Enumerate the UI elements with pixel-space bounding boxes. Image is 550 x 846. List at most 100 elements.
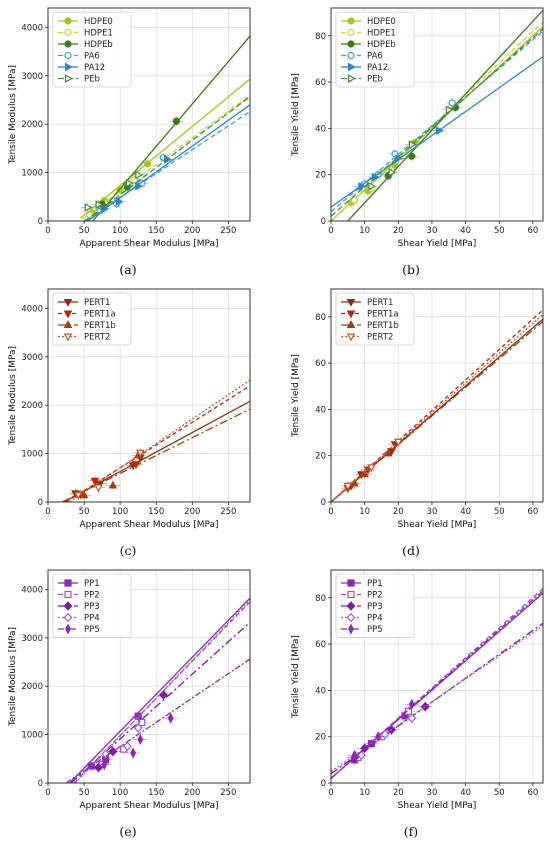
legend-label-PP1: PP1 — [367, 579, 383, 589]
chart-d: 0 10 20 30 40 50 60 0 20 40 60 80 Shear Yield [MPa] T… — [291, 288, 544, 530]
point-PP5-2 — [408, 698, 415, 710]
legend-label-PERT1: PERT1 — [367, 298, 393, 308]
chart-a: 0 50 100 150 200 250 0 1000 2000 3000 4000 Apparent… — [8, 7, 251, 249]
x-axis-label-e: Apparent Shear Modulus [MPa] — [79, 801, 218, 811]
legend-marker-PERT1a — [346, 310, 356, 319]
legend-marker-HDPE0 — [64, 17, 72, 25]
point-PA12-1 — [115, 197, 124, 206]
x-tick-label-0: 0 — [328, 226, 333, 236]
series-PP5 — [331, 590, 543, 779]
fit-line-HDPEb — [92, 35, 250, 221]
x-tick-label-40: 40 — [460, 226, 471, 236]
x-tick-label-0: 0 — [45, 507, 50, 517]
y-tick-label-4000: 4000 — [21, 304, 43, 314]
legend-label-PP3: PP3 — [367, 602, 383, 612]
point-PA12-0 — [358, 181, 367, 191]
legend-label-PP4: PP4 — [84, 614, 100, 624]
fit-line-PERT2 — [69, 379, 250, 502]
x-tick-label-10: 10 — [359, 226, 370, 236]
fit-line-HDPEb — [347, 9, 543, 221]
y-tick-label-40: 40 — [315, 124, 326, 134]
x-tick-label-20: 20 — [393, 507, 404, 517]
series-PA12 — [87, 104, 250, 221]
series-HDPE0 — [80, 78, 250, 219]
x-tick-label-150: 150 — [148, 507, 164, 517]
x-axis-label-d: Shear Yield [MPa] — [398, 520, 477, 530]
x-tick-label-250: 250 — [220, 226, 236, 236]
x-tick-label-10: 10 — [359, 788, 370, 798]
legend-marker-PA6 — [64, 51, 72, 60]
x-tick-label-60: 60 — [527, 788, 538, 798]
fit-line-PEb — [331, 28, 543, 217]
y-tick-label-2000: 2000 — [21, 682, 43, 692]
legend-box-a — [52, 11, 132, 88]
legend-marker-PP2 — [347, 590, 355, 599]
legend-label-PP2: PP2 — [84, 591, 100, 601]
point-PP3-0 — [94, 762, 103, 773]
fit-line-PERT1b — [331, 320, 543, 502]
fit-line-PERT1a — [65, 385, 250, 502]
legend-label-PP5: PP5 — [367, 625, 383, 635]
fit-line-PEb — [85, 96, 250, 221]
series-PP4 — [74, 599, 250, 783]
y-axis-label-e: Tensile Modulus [MPa] — [8, 627, 18, 727]
point-PEb-0 — [368, 181, 377, 191]
x-tick-label-250: 250 — [220, 788, 236, 798]
fit-line-PERT2 — [331, 313, 543, 502]
legend-box-d — [335, 292, 415, 346]
legend-label-PP4: PP4 — [367, 614, 383, 624]
legend-marker-PERT1a — [63, 310, 73, 319]
legend-marker-PP3 — [346, 601, 356, 611]
x-tick-label-30: 30 — [427, 507, 438, 517]
fit-line-PP5 — [65, 658, 250, 783]
legend-label-HDPEb: HDPEb — [367, 40, 396, 50]
legend-label-HDPE0: HDPE0 — [84, 17, 113, 27]
y-tick-label-0: 0 — [38, 779, 43, 789]
y-tick-label-40: 40 — [315, 405, 326, 415]
legend-marker-PEb — [64, 74, 73, 83]
legend-marker-PP1 — [64, 579, 72, 587]
y-tick-label-2000: 2000 — [21, 401, 43, 411]
point-PERT1b-2 — [383, 448, 393, 457]
point-PP5-2 — [137, 733, 144, 745]
panel-label-b: (b) — [402, 262, 420, 277]
legend-box-f — [335, 573, 415, 638]
legend-box-e — [52, 573, 132, 638]
y-tick-label-20: 20 — [315, 452, 326, 462]
point-PA12-2 — [135, 181, 144, 191]
y-tick-label-80: 80 — [315, 313, 326, 323]
x-tick-label-200: 200 — [184, 226, 200, 236]
x-axis-label-c: Apparent Shear Modulus [MPa] — [79, 520, 218, 530]
legend-marker-HDPE1 — [347, 28, 355, 37]
fit-line-PP4 — [331, 625, 543, 772]
point-HDPEb-1 — [408, 152, 416, 160]
panel-label-e: (e) — [119, 824, 137, 839]
chart-c: 0 50 100 150 200 250 0 1000 2000 3000 4000 Apparent… — [8, 288, 251, 530]
y-tick-label-4000: 4000 — [21, 23, 43, 33]
point-PP5-1 — [130, 747, 137, 759]
x-tick-label-0: 0 — [328, 788, 333, 798]
y-axis-label-d: Tensile Yield [MPa] — [291, 354, 301, 438]
x-tick-label-100: 100 — [112, 788, 128, 798]
x-axis-label-a: Apparent Shear Modulus [MPa] — [79, 239, 218, 249]
series-PERT1b — [331, 320, 543, 502]
legend-label-PA6: PA6 — [367, 52, 383, 62]
point-HDPE1-0 — [350, 196, 359, 204]
x-tick-label-100: 100 — [112, 226, 128, 236]
point-PP5-0 — [101, 759, 108, 771]
y-tick-label-1000: 1000 — [21, 169, 43, 179]
x-tick-label-50: 50 — [494, 226, 505, 236]
y-axis-label-b: Tensile Yield [MPa] — [291, 73, 301, 157]
point-PERT1a-1 — [90, 477, 100, 486]
y-tick-label-3000: 3000 — [21, 353, 43, 363]
x-tick-label-50: 50 — [79, 788, 90, 798]
legend-label-PERT2: PERT2 — [84, 333, 110, 343]
legend-marker-PP4 — [346, 612, 356, 623]
point-PA12-3 — [435, 126, 444, 136]
x-tick-label-0: 0 — [328, 507, 333, 517]
chart-f: 0 10 20 30 40 50 60 0 20 40 60 80 Shear Yield [MPa] T… — [291, 569, 544, 811]
y-axis-label-f: Tensile Yield [MPa] — [291, 635, 301, 719]
x-tick-label-30: 30 — [427, 226, 438, 236]
